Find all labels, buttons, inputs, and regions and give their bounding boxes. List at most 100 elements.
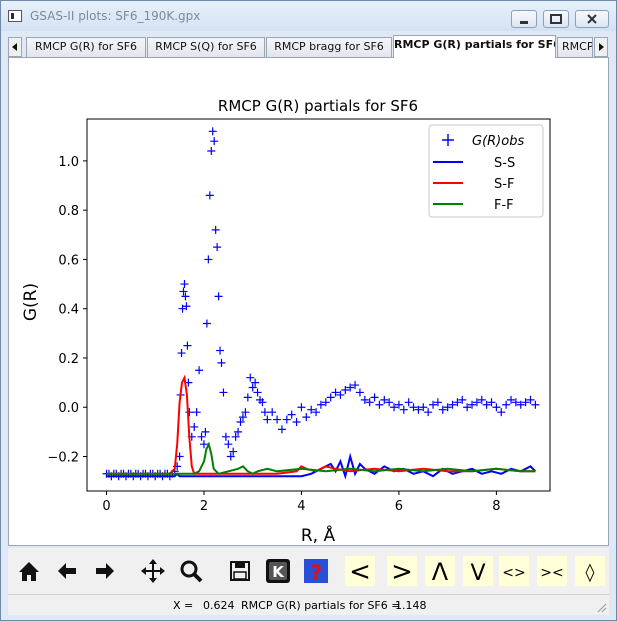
back-arrow-icon	[58, 563, 76, 579]
zoom-button[interactable]	[176, 556, 206, 586]
series-layer	[102, 127, 540, 481]
tab-label: RMCP G(R) for SF6	[34, 40, 138, 53]
tab-scroll-left-button[interactable]	[8, 37, 22, 57]
obs-point	[394, 400, 403, 409]
triangle-right-icon	[599, 43, 604, 51]
tab-rmcp-gr-partials[interactable]: RMCP G(R) partials for SF6	[393, 35, 556, 58]
greater-than-icon: >	[391, 557, 413, 587]
tab-rmcp-more[interactable]: RMCP	[557, 37, 593, 57]
maximize-button[interactable]	[543, 10, 569, 28]
obs-point	[211, 225, 220, 234]
obs-point	[253, 388, 262, 397]
scale-up-down-button[interactable]: ◊	[575, 556, 605, 586]
legend: G(R)obs S-S S-F F-F	[428, 124, 544, 218]
obs-point	[507, 395, 516, 404]
legend-label-sf: S-F	[494, 177, 514, 192]
close-button[interactable]	[575, 10, 609, 28]
legend-label-obs-text: G(R)obs	[472, 134, 524, 149]
obs-point	[216, 346, 225, 355]
key-press-button[interactable]: K	[263, 556, 293, 586]
up-down-icon: ◊	[586, 562, 595, 583]
obs-point	[516, 400, 525, 409]
y-tick-label: 0.0	[58, 401, 79, 416]
shift-up-glyph: Λ	[432, 558, 449, 586]
obs-point	[526, 395, 535, 404]
obs-point	[497, 408, 506, 417]
obs-point	[246, 373, 255, 382]
obs-point	[177, 349, 186, 358]
tab-label: RMCP G(R) partials for SF6	[394, 38, 556, 51]
tab-rmcp-sq[interactable]: RMCP S(Q) for SF6	[147, 37, 265, 57]
minimize-icon	[520, 21, 528, 24]
obs-point	[263, 415, 272, 424]
legend-label-ss: S-S	[494, 156, 515, 171]
obs-point	[183, 341, 192, 350]
y-tick-label: 1.0	[58, 155, 79, 170]
x-axis-label: R, Å	[301, 524, 336, 546]
status-y-value: 1.148	[395, 599, 427, 612]
obs-point	[180, 280, 189, 289]
obs-point	[477, 395, 486, 404]
gr-partials-chart[interactable]: RMCP G(R) partials for SF6 0 2 4 6 8−0.20.00…	[8, 57, 609, 546]
zoom-icon	[180, 560, 203, 583]
app-icon	[8, 10, 22, 22]
shift-left-button[interactable]: <	[345, 556, 375, 587]
tab-label: RMCP bragg for SF6	[274, 40, 384, 53]
home-button[interactable]	[14, 556, 44, 586]
shift-up-button[interactable]: Λ	[425, 556, 455, 586]
obs-point	[351, 381, 360, 390]
title-bar[interactable]: GSAS-II plots: SF6_190K.gpx	[1, 1, 616, 31]
series-line-s-s	[106, 452, 537, 480]
save-button[interactable]	[225, 556, 255, 586]
y-tick-label: −0.2	[47, 451, 79, 466]
obs-point	[208, 127, 217, 136]
obs-point	[219, 388, 228, 397]
obs-point	[231, 432, 240, 441]
status-bar: X = 0.624 RMCP G(R) partials for SF6 = 1…	[8, 594, 609, 615]
obs-point	[277, 425, 286, 434]
minimize-button[interactable]	[511, 10, 537, 28]
obs-point	[204, 255, 213, 264]
tab-rmcp-bragg[interactable]: RMCP bragg for SF6	[266, 37, 392, 57]
legend-box	[428, 124, 544, 218]
obs-point	[468, 400, 477, 409]
help-button[interactable]: ?	[301, 556, 331, 586]
contract-button[interactable]: ><	[537, 556, 567, 586]
forward-button[interactable]	[90, 556, 120, 586]
shift-down-button[interactable]: V	[463, 556, 493, 586]
resize-grip-icon[interactable]	[595, 601, 607, 613]
obs-point	[326, 393, 335, 402]
obs-point	[214, 292, 223, 301]
tab-rmcp-gr[interactable]: RMCP G(R) for SF6	[26, 37, 146, 57]
obs-point	[458, 395, 467, 404]
window-title: GSAS-II plots: SF6_190K.gpx	[30, 9, 201, 23]
maximize-icon	[550, 14, 562, 24]
back-button[interactable]	[52, 556, 82, 586]
pan-button[interactable]	[138, 556, 168, 586]
shift-right-button[interactable]: >	[387, 556, 417, 587]
obs-point	[213, 243, 222, 252]
close-icon	[587, 14, 597, 24]
obs-point	[492, 403, 501, 412]
obs-point	[202, 319, 211, 328]
obs-point	[302, 413, 311, 422]
shift-down-glyph: V	[470, 561, 485, 586]
help-icon: ?	[304, 559, 328, 585]
obs-point	[192, 408, 201, 417]
obs-point	[375, 400, 384, 409]
obs-point	[258, 398, 267, 407]
pan-icon	[141, 559, 165, 583]
obs-point	[453, 398, 462, 407]
obs-point	[282, 415, 291, 424]
obs-point	[190, 422, 199, 431]
obs-point	[355, 388, 364, 397]
x-tick-label: 2	[200, 499, 208, 514]
obs-point	[287, 410, 296, 419]
caret-up-icon: Λ	[432, 558, 449, 586]
obs-point	[429, 400, 438, 409]
expand-glyph: <>	[502, 565, 525, 581]
obs-point	[199, 440, 208, 449]
x-tick-label: 4	[297, 499, 305, 514]
tab-scroll-right-button[interactable]	[594, 37, 608, 57]
expand-button[interactable]: <>	[499, 556, 529, 586]
